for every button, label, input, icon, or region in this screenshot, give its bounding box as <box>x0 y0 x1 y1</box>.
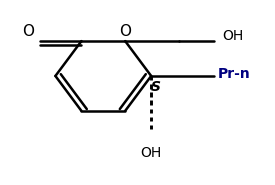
Text: S: S <box>150 80 160 94</box>
Text: O: O <box>22 24 34 39</box>
Text: OH: OH <box>222 28 244 43</box>
Text: O: O <box>119 24 131 39</box>
Text: Pr-n: Pr-n <box>218 67 251 81</box>
Text: OH: OH <box>141 146 162 160</box>
